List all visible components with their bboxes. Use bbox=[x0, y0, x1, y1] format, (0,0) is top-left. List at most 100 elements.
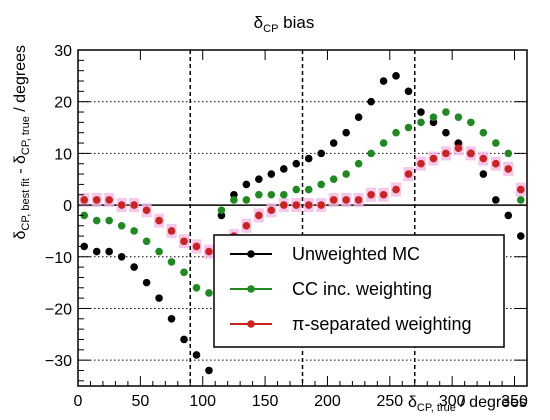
data-point bbox=[392, 185, 400, 194]
data-point bbox=[155, 294, 163, 302]
data-point bbox=[167, 227, 176, 235]
y-tick-label: 10 bbox=[54, 146, 72, 163]
data-point bbox=[267, 170, 276, 178]
legend-marker-unweighted bbox=[247, 250, 255, 258]
data-point bbox=[454, 144, 463, 153]
data-point bbox=[442, 149, 450, 158]
data-point bbox=[304, 201, 313, 209]
data-point bbox=[342, 196, 350, 204]
data-point bbox=[80, 211, 89, 220]
data-point bbox=[367, 149, 375, 158]
data-point bbox=[205, 366, 213, 375]
data-point bbox=[292, 201, 301, 209]
data-point bbox=[180, 335, 188, 344]
data-point bbox=[105, 216, 113, 225]
y-tick-label: 30 bbox=[54, 43, 72, 60]
data-point bbox=[217, 206, 226, 215]
legend-label-pi-separated: π-separated weighting bbox=[292, 314, 472, 334]
data-point bbox=[504, 211, 513, 220]
y-tick-label: 20 bbox=[54, 95, 72, 112]
data-point bbox=[105, 247, 113, 256]
data-point bbox=[516, 196, 525, 204]
data-point bbox=[516, 232, 525, 240]
data-point bbox=[92, 247, 101, 256]
data-point bbox=[167, 315, 176, 323]
legend-label-cc-inc: CC inc. weighting bbox=[292, 279, 432, 299]
data-point bbox=[117, 221, 126, 230]
data-point bbox=[155, 216, 163, 225]
data-point bbox=[142, 237, 151, 246]
data-point bbox=[205, 247, 213, 256]
data-point bbox=[304, 185, 313, 194]
data-point bbox=[354, 113, 363, 121]
data-point bbox=[417, 108, 425, 116]
data-point bbox=[342, 128, 350, 137]
data-point bbox=[504, 149, 513, 158]
data-point bbox=[467, 149, 475, 158]
data-point bbox=[267, 206, 276, 215]
legend-label-unweighted: Unweighted MC bbox=[292, 244, 420, 264]
y-tick-label: −20 bbox=[45, 301, 72, 318]
data-point bbox=[379, 190, 388, 199]
data-point bbox=[279, 190, 288, 199]
data-point bbox=[142, 278, 151, 287]
y-tick-label: −10 bbox=[45, 250, 72, 267]
y-axis-label: δCP, best fit - δCP, true / degrees bbox=[12, 45, 32, 240]
x-tick-label: 0 bbox=[74, 393, 83, 410]
data-point bbox=[167, 258, 176, 266]
data-point bbox=[155, 247, 163, 256]
data-point bbox=[354, 159, 363, 168]
x-tick-label: 200 bbox=[314, 393, 341, 410]
data-point bbox=[255, 190, 263, 199]
chart-title: δCP bias bbox=[254, 13, 315, 35]
data-point bbox=[130, 227, 138, 235]
data-point bbox=[516, 185, 525, 194]
data-point bbox=[142, 206, 151, 215]
data-point bbox=[342, 170, 350, 178]
data-point bbox=[404, 123, 413, 132]
data-point bbox=[392, 128, 400, 137]
data-point bbox=[230, 196, 238, 204]
data-point bbox=[329, 196, 338, 204]
x-tick-label: 50 bbox=[131, 393, 149, 410]
data-point bbox=[504, 165, 513, 173]
data-point bbox=[454, 113, 463, 121]
data-point bbox=[242, 196, 251, 204]
data-point bbox=[267, 190, 276, 199]
data-point bbox=[367, 97, 375, 106]
y-tick-label: −30 bbox=[45, 353, 72, 370]
data-point bbox=[442, 128, 450, 137]
data-point bbox=[192, 242, 201, 251]
data-point bbox=[92, 216, 101, 225]
data-point bbox=[117, 252, 126, 261]
legend: Unweighted MC CC inc. weighting π-separa… bbox=[213, 234, 505, 348]
data-point bbox=[479, 154, 488, 163]
data-point bbox=[329, 139, 338, 147]
data-point bbox=[417, 159, 425, 168]
data-point bbox=[105, 196, 113, 204]
data-point bbox=[292, 159, 301, 168]
data-point bbox=[367, 190, 375, 199]
data-point bbox=[492, 139, 500, 147]
plot-area: 0 50 100 150 200 250 300 350 −30 −20 −10 0 10 20 30 bbox=[45, 43, 528, 410]
data-point bbox=[255, 175, 263, 184]
data-point bbox=[255, 211, 263, 220]
data-point bbox=[354, 196, 363, 204]
data-point bbox=[304, 154, 313, 163]
data-point bbox=[429, 113, 438, 121]
data-point bbox=[467, 118, 475, 127]
data-point bbox=[329, 175, 338, 184]
data-point bbox=[379, 139, 388, 147]
x-tick-label: 350 bbox=[501, 393, 528, 410]
data-point bbox=[180, 268, 188, 277]
data-point bbox=[429, 154, 438, 163]
data-point bbox=[180, 237, 188, 246]
data-point bbox=[417, 118, 425, 127]
data-point bbox=[317, 201, 326, 209]
data-point bbox=[404, 87, 413, 96]
data-point bbox=[317, 149, 326, 158]
data-point bbox=[80, 242, 89, 251]
data-point bbox=[379, 77, 388, 85]
